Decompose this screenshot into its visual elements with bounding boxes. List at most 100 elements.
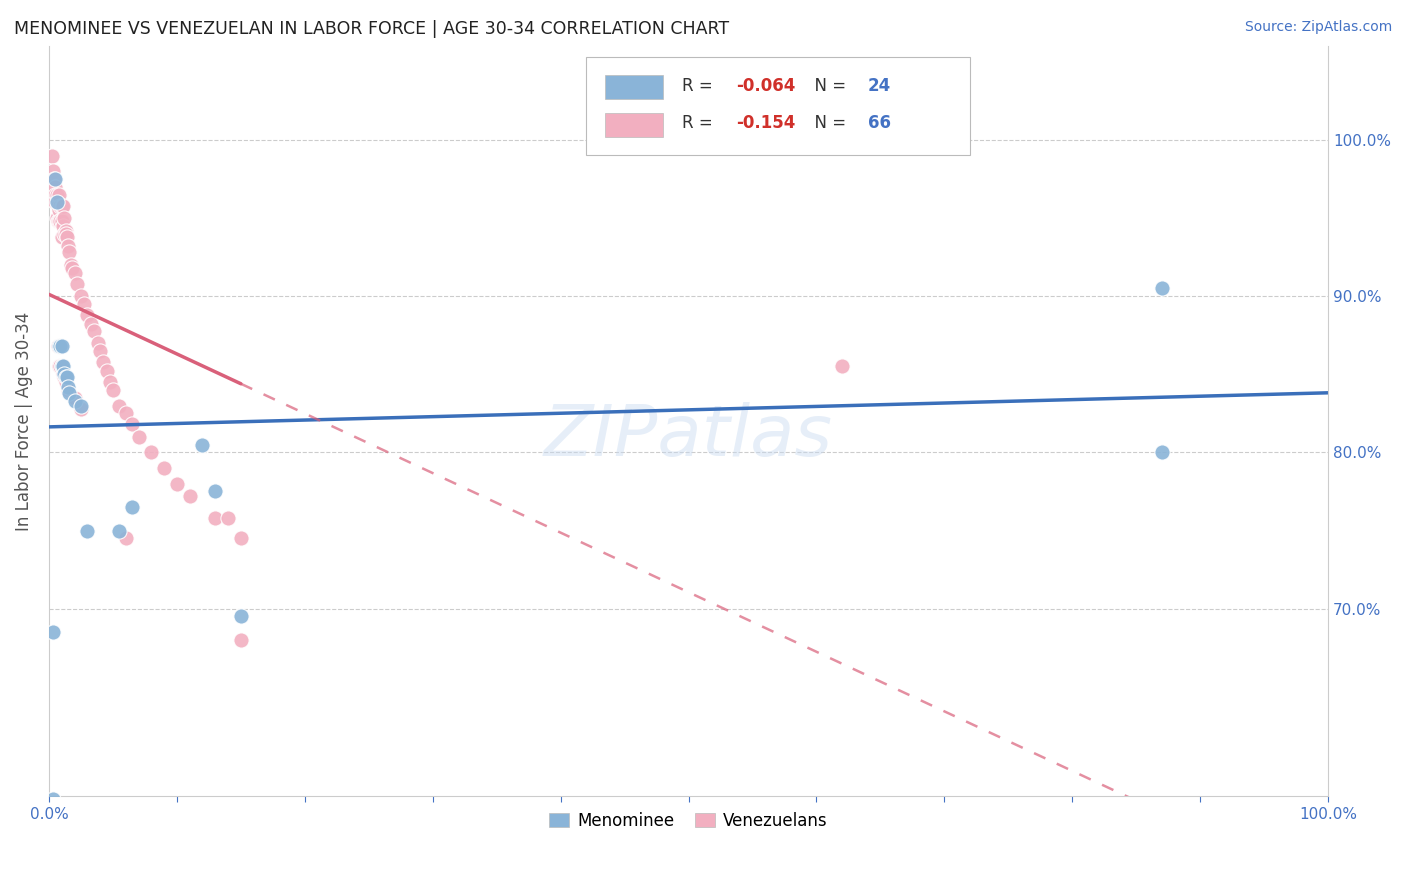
- Point: [56, 239, 79, 253]
- Point: [42, 164, 65, 178]
- Point: [229, 531, 252, 545]
- Point: [141, 445, 163, 459]
- Point: [96, 364, 118, 378]
- Point: [83, 324, 105, 338]
- Point: [49, 214, 72, 228]
- Point: [56, 380, 79, 394]
- Point: [52, 219, 75, 233]
- Point: [51, 359, 73, 374]
- Point: [42, 625, 65, 640]
- Point: [108, 399, 131, 413]
- Point: [48, 214, 70, 228]
- Point: [101, 383, 124, 397]
- Point: [51, 214, 73, 228]
- FancyBboxPatch shape: [586, 57, 970, 155]
- Point: [121, 417, 143, 432]
- Point: [55, 375, 77, 389]
- Point: [53, 211, 76, 225]
- Point: [114, 406, 136, 420]
- Point: [41, 148, 63, 162]
- Point: [55, 223, 77, 237]
- Point: [66, 277, 89, 291]
- Point: [128, 430, 150, 444]
- Point: [72, 297, 94, 311]
- Point: [42, 792, 65, 806]
- Point: [179, 489, 201, 503]
- Point: [121, 500, 143, 514]
- Point: [89, 343, 111, 358]
- Point: [108, 524, 131, 538]
- Point: [51, 198, 73, 212]
- Point: [58, 386, 80, 401]
- Point: [86, 336, 108, 351]
- Text: ZIPatlas: ZIPatlas: [544, 401, 834, 471]
- Text: Source: ZipAtlas.com: Source: ZipAtlas.com: [1244, 20, 1392, 34]
- Point: [58, 245, 80, 260]
- Text: R =: R =: [682, 114, 718, 132]
- Point: [204, 484, 226, 499]
- Point: [48, 359, 70, 374]
- Point: [80, 318, 103, 332]
- Point: [46, 198, 69, 212]
- Point: [45, 211, 67, 225]
- Text: N =: N =: [804, 77, 851, 95]
- Point: [45, 187, 67, 202]
- Point: [70, 289, 93, 303]
- Point: [46, 214, 69, 228]
- Point: [53, 368, 76, 382]
- Text: 24: 24: [868, 77, 891, 95]
- Point: [56, 383, 79, 397]
- Bar: [606, 76, 664, 100]
- Point: [63, 266, 86, 280]
- Point: [44, 172, 66, 186]
- Point: [55, 370, 77, 384]
- Text: 66: 66: [868, 114, 890, 132]
- Point: [831, 359, 853, 374]
- Text: -0.064: -0.064: [735, 77, 796, 95]
- Point: [229, 632, 252, 647]
- Point: [204, 511, 226, 525]
- Point: [191, 437, 214, 451]
- Point: [153, 461, 176, 475]
- Point: [55, 227, 77, 241]
- Point: [1150, 281, 1173, 295]
- Text: -0.154: -0.154: [735, 114, 796, 132]
- Point: [60, 261, 83, 276]
- Point: [76, 308, 98, 322]
- Point: [76, 524, 98, 538]
- Point: [52, 198, 75, 212]
- Point: [44, 195, 66, 210]
- Point: [49, 339, 72, 353]
- Point: [56, 370, 79, 384]
- Point: [48, 339, 70, 353]
- Point: [53, 227, 76, 241]
- Point: [229, 609, 252, 624]
- Text: N =: N =: [804, 114, 851, 132]
- Point: [48, 187, 70, 202]
- Point: [44, 179, 66, 194]
- Point: [70, 401, 93, 416]
- Point: [51, 229, 73, 244]
- Legend: Menominee, Venezuelans: Menominee, Venezuelans: [543, 805, 834, 837]
- Point: [59, 258, 82, 272]
- Point: [166, 476, 188, 491]
- Point: [44, 187, 66, 202]
- Point: [45, 195, 67, 210]
- Point: [49, 198, 72, 212]
- Point: [49, 359, 72, 374]
- Point: [52, 359, 75, 374]
- Point: [217, 511, 239, 525]
- Bar: [606, 113, 664, 137]
- Point: [53, 370, 76, 384]
- Point: [51, 359, 73, 374]
- Point: [48, 203, 70, 218]
- Text: R =: R =: [682, 77, 718, 95]
- Point: [63, 393, 86, 408]
- Point: [1150, 445, 1173, 459]
- Point: [63, 391, 86, 405]
- Point: [42, 172, 65, 186]
- Point: [46, 339, 69, 353]
- Point: [114, 531, 136, 545]
- Point: [100, 375, 122, 389]
- Y-axis label: In Labor Force | Age 30-34: In Labor Force | Age 30-34: [15, 311, 32, 531]
